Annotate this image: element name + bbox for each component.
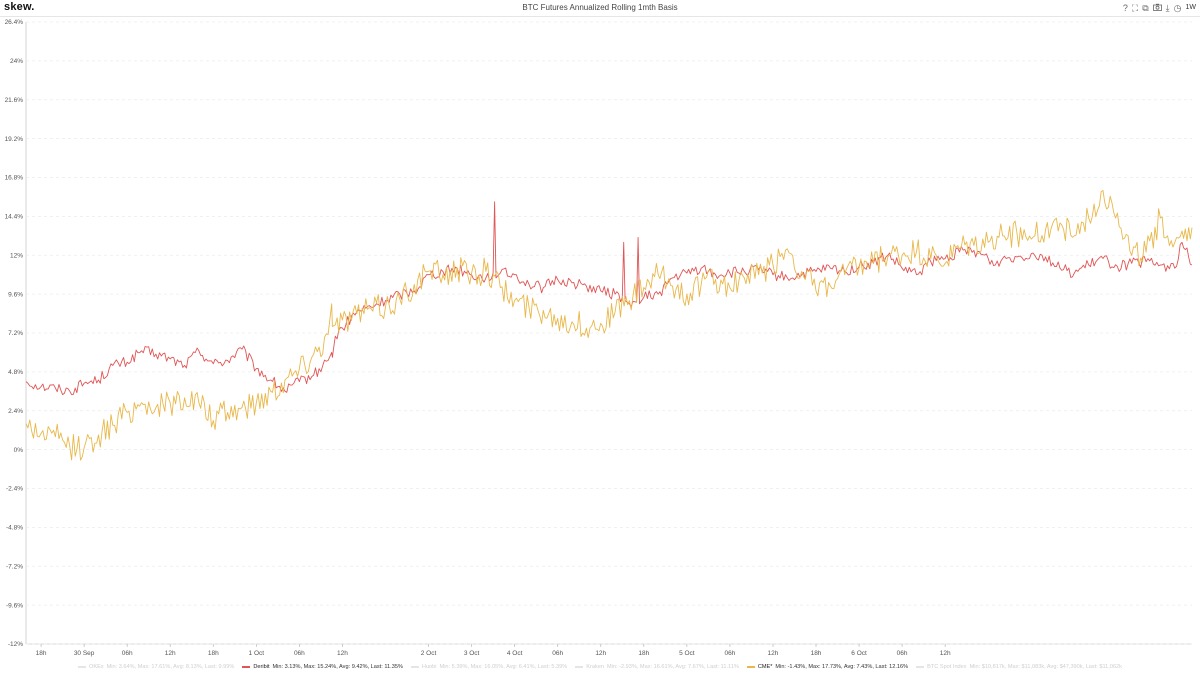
- x-tick-label: 6 Oct: [851, 650, 867, 657]
- y-tick-label: -2.4%: [6, 486, 23, 493]
- legend-series-name: Deribit: [253, 664, 270, 670]
- camera-icon[interactable]: [1152, 2, 1162, 14]
- y-tick-label: 14.4%: [5, 214, 24, 221]
- series-lines: [25, 190, 1193, 461]
- y-tick-label: -9.6%: [6, 602, 23, 609]
- legend-series-stats: Min: $10,817k, Max: $11,083k, Avg: $47,3…: [969, 664, 1122, 670]
- x-tick-label: 5 Oct: [679, 650, 695, 657]
- fullscreen-icon[interactable]: ⛶: [1131, 3, 1139, 13]
- legend-swatch: [78, 666, 87, 668]
- x-tick-label: 12h: [595, 650, 606, 657]
- x-tick-label: 12h: [768, 650, 779, 657]
- y-tick-label: 2.4%: [8, 408, 23, 415]
- grid-lines: [25, 21, 1192, 645]
- legend-series-name: Huobi: [421, 664, 437, 670]
- x-tick-label: 18h: [208, 650, 219, 657]
- x-tick-label: 06h: [724, 650, 735, 657]
- legend-series-name: CME*: [757, 664, 773, 670]
- y-tick-label: 21.6%: [5, 97, 24, 104]
- chart-area[interactable]: 26.4% 24% 21.6% 19.2% 16.8% 14.4% 12% 9.6% 7.2% 4…: [0, 17, 1200, 660]
- top-bar: skew. BTC Futures Annualized Rolling 1mt…: [0, 0, 1200, 17]
- y-tick-label: 16.8%: [5, 175, 24, 182]
- y-tick-label: 26.4%: [5, 19, 24, 26]
- legend: OKEx Min: 3.64%, Max: 17.61%, Avg: 8.13%,…: [0, 661, 1200, 673]
- x-tick-label: 3 Oct: [464, 650, 480, 657]
- legend-swatch: [746, 666, 755, 668]
- legend-swatch: [242, 666, 251, 668]
- y-tick-label: 0%: [14, 447, 24, 454]
- range-button[interactable]: 1W: [1185, 4, 1197, 11]
- x-tick-label: 06h: [897, 650, 908, 657]
- x-tick-label: 06h: [122, 650, 133, 657]
- x-tick-label: 18h: [811, 650, 822, 657]
- x-tick-label: 30 Sep: [74, 650, 95, 657]
- y-tick-label: 19.2%: [5, 136, 24, 143]
- chart-toolbar: ? ⛶ ⧉ ⤓ ◷ 1W: [1123, 2, 1196, 14]
- legend-series-name: OKEx: [89, 664, 104, 670]
- y-tick-label: -12%: [8, 641, 23, 648]
- help-icon[interactable]: ?: [1122, 3, 1128, 13]
- y-tick-label: 7.2%: [8, 330, 23, 337]
- series-line-cme[interactable]: [25, 190, 1193, 461]
- x-tick-label: 12h: [337, 650, 348, 657]
- x-tick-label: 06h: [294, 650, 305, 657]
- x-tick-label: 12h: [165, 650, 176, 657]
- legend-item-kraken[interactable]: Kraken Min: -2.93%, Max: 16.61%, Avg: 7.6…: [575, 661, 739, 673]
- legend-item-deribit[interactable]: Deribit Min: 3.13%, Max: 15.24%, Avg: 9.4…: [242, 661, 403, 673]
- copy-icon[interactable]: ⧉: [1142, 3, 1149, 13]
- legend-series-name: BTC Spot Index: [927, 664, 967, 670]
- x-tick-label: 18h: [638, 650, 649, 657]
- y-tick-label: -4.8%: [6, 525, 23, 532]
- download-icon[interactable]: ⤓: [1165, 3, 1170, 13]
- legend-swatch: [916, 666, 925, 668]
- clock-icon[interactable]: ◷: [1173, 3, 1182, 13]
- x-tick-label: 4 Oct: [507, 650, 523, 657]
- legend-series-stats: Min: 3.13%, Max: 15.24%, Avg: 9.42%, Las…: [272, 664, 403, 670]
- legend-item-huobi[interactable]: Huobi Min: 5.39%, Max: 16.05%, Avg: 6.41%…: [410, 661, 568, 673]
- y-tick-label: 4.8%: [8, 369, 23, 376]
- y-axis: 26.4% 24% 21.6% 19.2% 16.8% 14.4% 12% 9.6% 7.2% 4…: [5, 19, 24, 648]
- y-tick-label: -7.2%: [6, 563, 23, 570]
- x-tick-label: 06h: [552, 650, 563, 657]
- legend-item-cme[interactable]: CME* Min: -1.43%, Max: 17.73%, Avg: 7.43%…: [746, 661, 909, 673]
- skew-logo[interactable]: skew.: [4, 1, 35, 13]
- legend-swatch: [575, 666, 584, 668]
- legend-swatch: [410, 666, 419, 668]
- series-line-deribit[interactable]: [25, 201, 1193, 396]
- chart-title: BTC Futures Annualized Rolling 1mth Basi…: [522, 3, 678, 12]
- y-tick-label: 24%: [10, 58, 23, 65]
- x-axis: 18h 30 Sep 06h 12h 18h 1 Oct 06h 12h 2 Oct 3 Oct 4…: [36, 644, 951, 657]
- legend-series-stats: Min: 3.64%, Max: 17.61%, Avg: 8.13%, Las…: [106, 664, 235, 670]
- x-tick-label: 2 Oct: [421, 650, 437, 657]
- x-tick-label: 18h: [36, 650, 47, 657]
- legend-item-okex[interactable]: OKEx Min: 3.64%, Max: 17.61%, Avg: 8.13%,…: [78, 661, 234, 673]
- legend-series-stats: Min: -1.43%, Max: 17.73%, Avg: 7.43%, La…: [775, 664, 909, 670]
- x-tick-label: 1 Oct: [249, 650, 265, 657]
- y-tick-label: 12%: [10, 252, 23, 259]
- y-tick-label: 9.6%: [8, 291, 23, 298]
- legend-series-stats: Min: 5.39%, Max: 16.05%, Avg: 6.41%, Las…: [439, 664, 568, 670]
- legend-series-name: Kraken: [586, 664, 604, 670]
- legend-series-stats: Min: -2.93%, Max: 16.61%, Avg: 7.67%, La…: [606, 664, 739, 670]
- x-tick-label: 12h: [940, 650, 951, 657]
- legend-item-btc-spot-index[interactable]: BTC Spot Index Min: $10,817k, Max: $11,08…: [916, 661, 1122, 673]
